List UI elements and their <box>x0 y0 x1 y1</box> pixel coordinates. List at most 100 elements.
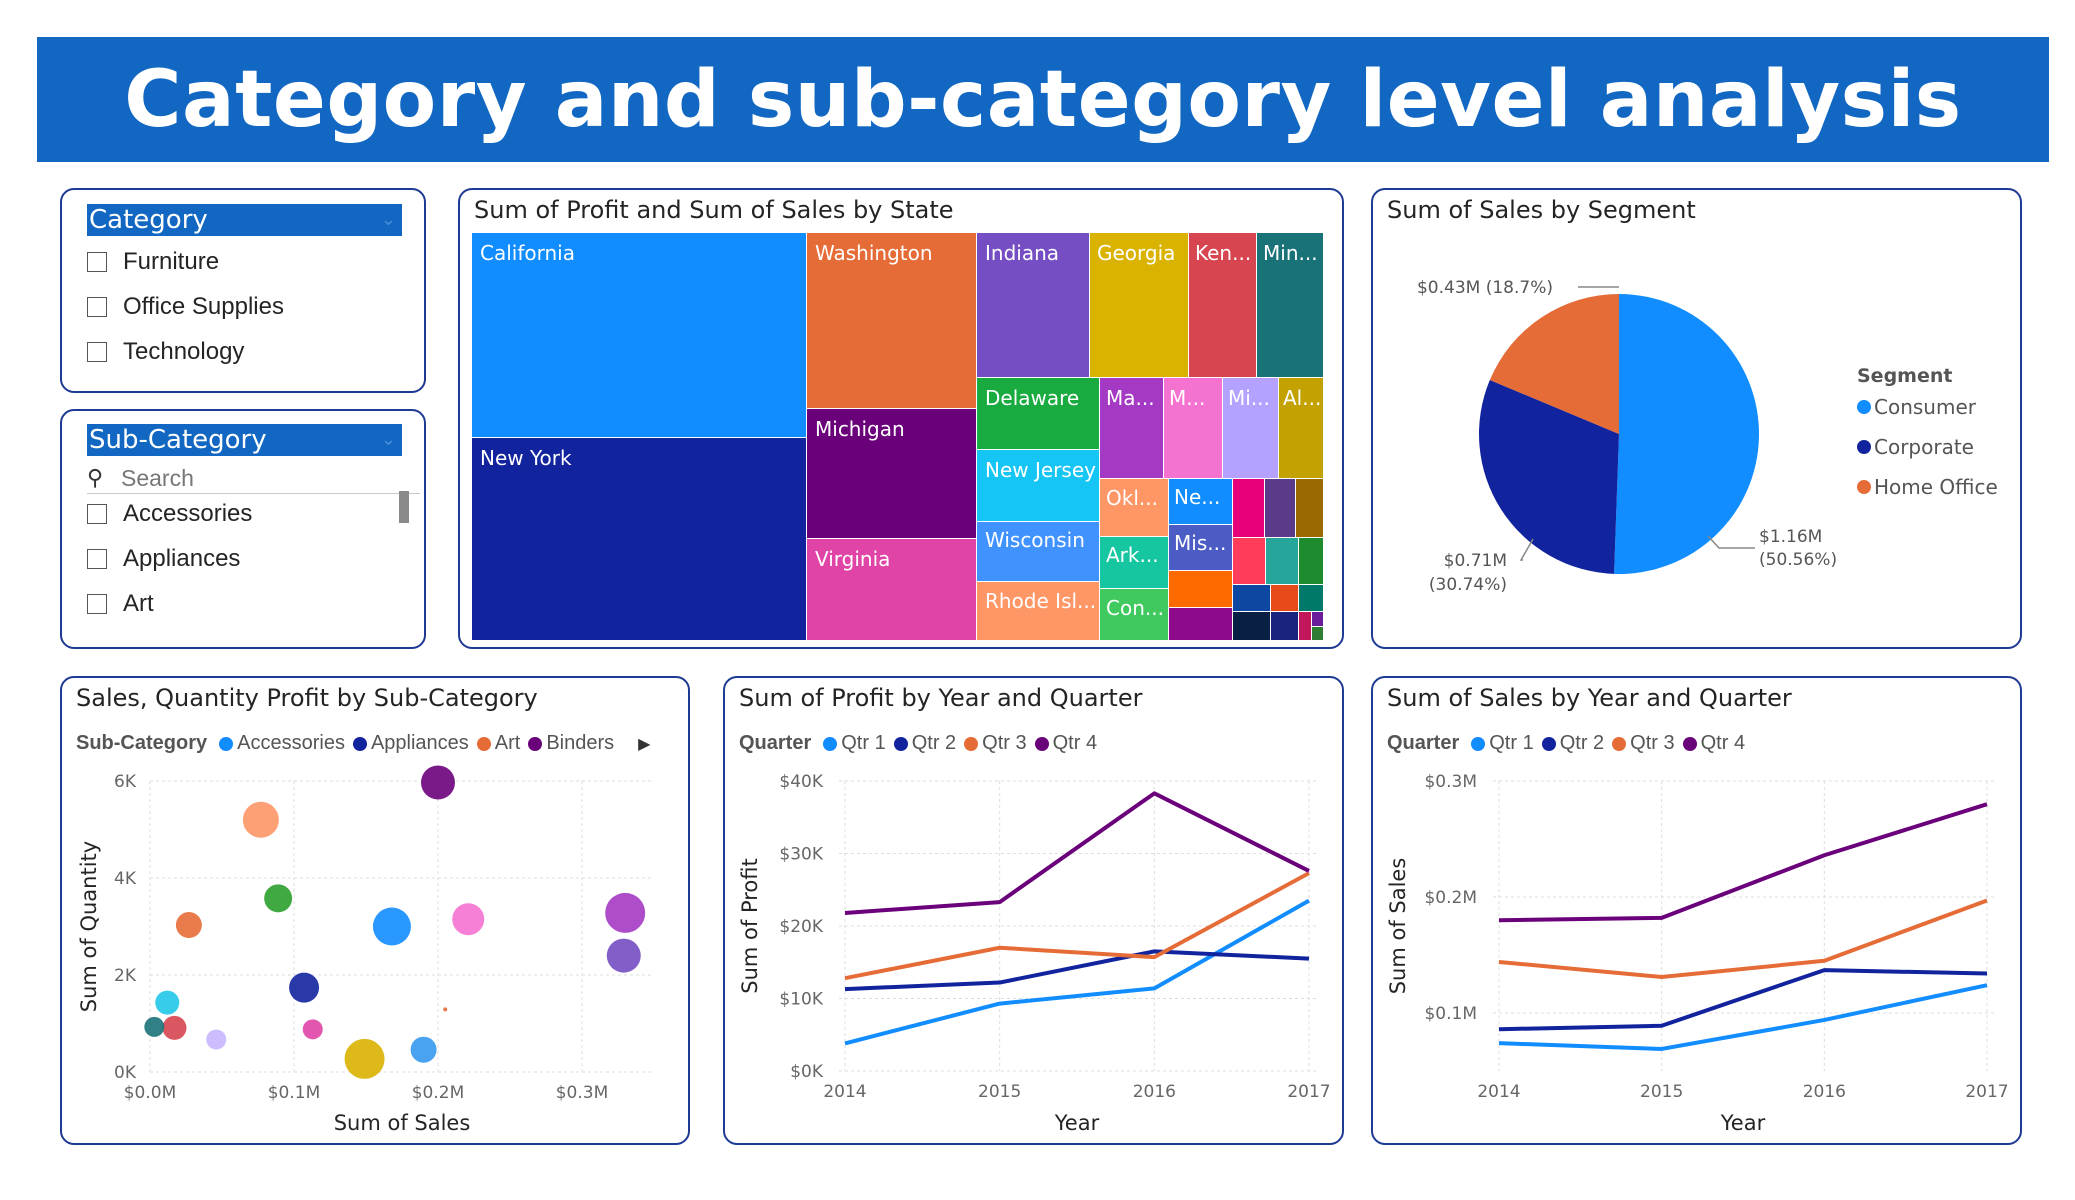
legend-item[interactable]: Binders <box>528 732 614 755</box>
treemap-label-mississippi: Mis... <box>1174 531 1226 555</box>
legend-dot <box>1541 736 1556 751</box>
pie-slice-corporate[interactable] <box>1479 380 1619 574</box>
scrollbar-thumb[interactable] <box>399 491 409 523</box>
treemap-cell-oklahoma[interactable] <box>1100 479 1168 536</box>
legend-item[interactable]: Qtr 2 <box>893 732 956 755</box>
checkbox[interactable] <box>87 549 107 569</box>
legend-item[interactable]: Qtr 3 <box>1612 732 1675 755</box>
legend-label: Qtr 3 <box>982 732 1027 754</box>
treemap-cell[interactable] <box>1169 571 1232 607</box>
chevron-down-icon[interactable]: ⌄ <box>380 429 396 450</box>
treemap-cell[interactable] <box>1299 585 1323 611</box>
subcategory-item-accessories[interactable]: Accessories <box>87 499 252 529</box>
treemap-cell[interactable] <box>1233 538 1265 584</box>
chevron-down-icon[interactable]: ⌄ <box>380 209 396 230</box>
treemap-cell-new-jersey[interactable] <box>977 450 1099 521</box>
y-tick-label: 4K <box>114 869 137 889</box>
treemap-cell[interactable] <box>1271 612 1298 640</box>
scatter-point <box>206 1029 227 1050</box>
scatter-point <box>162 1015 187 1040</box>
legend-item[interactable]: Qtr 3 <box>964 732 1027 755</box>
treemap-cell-mi[interactable] <box>1223 378 1278 478</box>
series-line <box>844 791 1310 915</box>
scatter-point <box>289 972 320 1003</box>
treemap-cell-massachusetts[interactable] <box>1100 378 1163 478</box>
subcategory-item-art[interactable]: Art <box>87 589 154 619</box>
legend-label-corporate[interactable]: Corporate <box>1874 435 1974 459</box>
treemap-cell[interactable] <box>1299 538 1323 584</box>
treemap-cell-virginia[interactable] <box>807 539 976 640</box>
treemap-cell[interactable] <box>1299 612 1311 640</box>
x-tick-label: $0.1M <box>268 1083 321 1103</box>
treemap-cell-new-york[interactable] <box>472 438 806 640</box>
treemap-cell-michigan[interactable] <box>807 409 976 538</box>
checkbox[interactable] <box>87 594 107 614</box>
treemap-cell[interactable] <box>1233 612 1270 640</box>
legend-item[interactable]: Art <box>476 732 520 755</box>
treemap-cell-kentucky[interactable] <box>1189 233 1256 377</box>
category-item-office-supplies[interactable]: Office Supplies <box>87 292 284 322</box>
scatter-legend: Sub-Category Accessories Appliances Art … <box>76 732 650 755</box>
treemap-cell-arkansas[interactable] <box>1100 537 1168 588</box>
treemap-cell-nebraska[interactable] <box>1169 479 1232 524</box>
treemap-cell-connecticut[interactable] <box>1100 589 1168 640</box>
legend-item[interactable]: Qtr 2 <box>1541 732 1605 755</box>
treemap-cell[interactable] <box>1265 479 1295 537</box>
series-line <box>1498 898 1988 980</box>
treemap-cell[interactable] <box>1233 479 1264 537</box>
legend-dot-home-office <box>1857 480 1871 494</box>
y-tick-label: $0K <box>790 1062 824 1082</box>
treemap-label-minnesota: Min... <box>1263 241 1318 265</box>
treemap-cell-indiana[interactable] <box>977 233 1089 377</box>
legend-label: Binders <box>546 732 615 754</box>
category-slicer-header[interactable]: Category ⌄ <box>87 204 402 236</box>
legend-item[interactable]: Qtr 4 <box>1034 732 1097 755</box>
treemap-cell-washington[interactable] <box>807 233 976 408</box>
pie-slice-consumer[interactable] <box>1614 294 1759 574</box>
legend-item[interactable]: Qtr 4 <box>1682 732 1745 755</box>
segment-pie-chart: $0.43M (18.7%) $1.16M (50.56%) $0.71M (3… <box>1417 278 1998 595</box>
treemap-cell-delaware[interactable] <box>977 378 1099 449</box>
search-input[interactable]: Search <box>121 464 194 491</box>
treemap-cell[interactable] <box>1312 612 1323 626</box>
treemap-cell[interactable] <box>1169 608 1232 640</box>
checkbox[interactable] <box>87 342 107 362</box>
subcategory-search[interactable]: ⚲ Search <box>87 463 420 494</box>
legend-label-consumer[interactable]: Consumer <box>1874 395 1977 419</box>
legend-item[interactable]: Qtr 1 <box>823 732 886 755</box>
x-axis-label: Year <box>1720 1111 1766 1135</box>
treemap-label-massachusetts: Ma... <box>1106 386 1155 410</box>
profit-line-card: Sum of Profit by Year and Quarter Quarte… <box>723 676 1344 1145</box>
subcategory-item-appliances[interactable]: Appliances <box>87 544 240 574</box>
treemap-cell-georgia[interactable] <box>1090 233 1188 377</box>
subcategory-slicer-header[interactable]: Sub-Category ⌄ <box>87 424 402 456</box>
pie-slice-home-office[interactable] <box>1489 294 1619 434</box>
legend-item[interactable]: Appliances <box>352 732 469 755</box>
category-item-technology[interactable]: Technology <box>87 337 244 367</box>
checkbox[interactable] <box>87 297 107 317</box>
treemap-cell[interactable] <box>1312 627 1323 640</box>
treemap-cell[interactable] <box>1271 585 1298 611</box>
treemap-cell-rhode-island[interactable] <box>977 582 1099 640</box>
treemap: California New York Washington Michigan … <box>472 233 1323 640</box>
legend-label-home-office[interactable]: Home Office <box>1874 475 1998 499</box>
checkbox[interactable] <box>87 504 107 524</box>
treemap-label-rhode-island: Rhode Isl... <box>985 589 1096 613</box>
legend-item[interactable]: Accessories <box>219 732 345 755</box>
treemap-cell-mississippi[interactable] <box>1169 525 1232 570</box>
treemap-cell-wisconsin[interactable] <box>977 522 1099 581</box>
legend-next-arrow-icon[interactable]: ▶ <box>638 735 651 753</box>
legend-item[interactable]: Qtr 1 <box>1471 732 1534 755</box>
treemap-cell-california[interactable] <box>472 233 806 437</box>
treemap-cell[interactable] <box>1296 479 1323 537</box>
scatter-card: Sales, Quantity Profit by Sub-Category S… <box>60 676 690 1145</box>
legend-dot <box>823 736 838 751</box>
treemap-cell-alabama[interactable] <box>1279 378 1323 478</box>
treemap-cell-minnesota[interactable] <box>1257 233 1323 377</box>
treemap-cell[interactable] <box>1233 585 1270 611</box>
category-item-furniture[interactable]: Furniture <box>87 247 219 277</box>
treemap-cell[interactable] <box>1266 538 1298 584</box>
checkbox[interactable] <box>87 252 107 272</box>
legend-label: Qtr 2 <box>1559 732 1605 754</box>
treemap-cell-m2[interactable] <box>1164 378 1222 478</box>
